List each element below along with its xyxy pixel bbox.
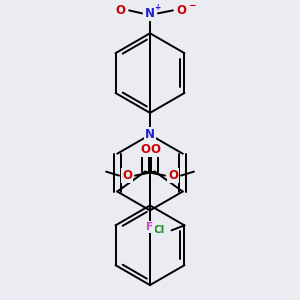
- Text: +: +: [154, 3, 160, 12]
- Text: −: −: [188, 1, 196, 10]
- Text: O: O: [122, 169, 132, 182]
- Text: N: N: [145, 7, 155, 20]
- Text: O: O: [115, 4, 125, 17]
- Text: O: O: [150, 143, 160, 156]
- Text: F: F: [146, 222, 154, 232]
- Text: O: O: [168, 169, 178, 182]
- Text: O: O: [177, 4, 187, 17]
- Text: O: O: [140, 143, 150, 156]
- Text: Cl: Cl: [154, 225, 165, 235]
- Text: N: N: [145, 128, 155, 141]
